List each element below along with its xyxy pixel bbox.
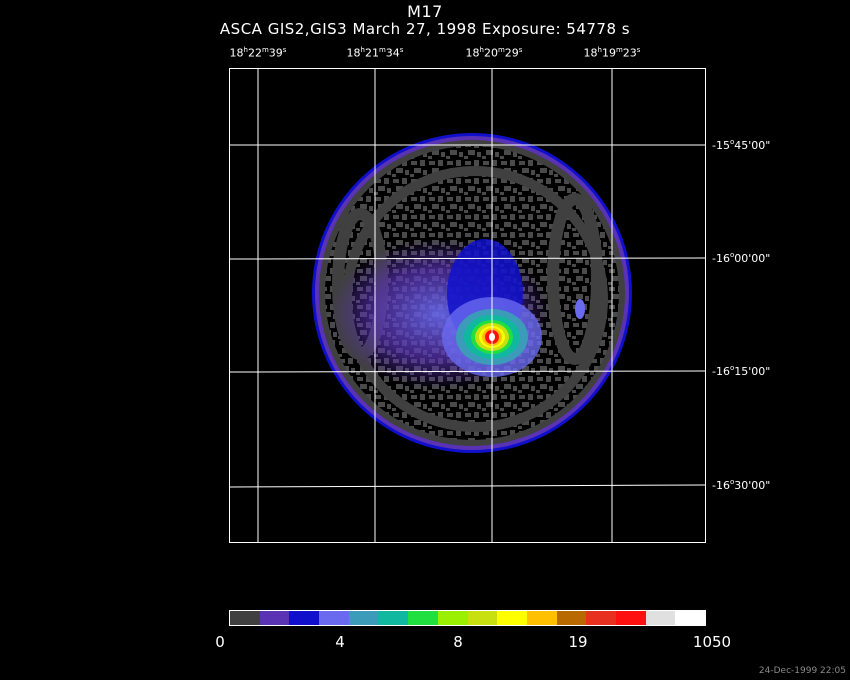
dec-label-3: -16o15'00"	[712, 364, 771, 378]
ra-label-1: 18h22m39s	[229, 46, 287, 60]
colorbar-label-4: 4	[335, 633, 345, 651]
coordinate-grid	[230, 69, 705, 542]
xray-image-panel	[229, 68, 706, 543]
colorbar-segment	[645, 611, 676, 625]
ra-label-4: 18h19m23s	[583, 46, 641, 60]
colorbar-segment	[586, 611, 616, 625]
colorbar-segment	[348, 611, 379, 625]
colorbar-segment	[615, 611, 646, 625]
xray-image	[230, 69, 705, 542]
colorbar-segment	[675, 611, 705, 625]
timestamp: 24-Dec-1999 22:05	[758, 666, 846, 676]
colorbar-segment	[319, 611, 349, 625]
ra-label-2: 18h21m34s	[346, 46, 404, 60]
colorbar-segment	[467, 611, 498, 625]
colorbar-segment	[289, 611, 320, 625]
colorbar-segment	[259, 611, 290, 625]
colorbar-segment	[526, 611, 557, 625]
colorbar-segment	[556, 611, 587, 625]
colorbar-segment	[230, 611, 260, 625]
dec-label-1: -15o45'00"	[712, 138, 771, 152]
colorbar	[229, 610, 706, 626]
image-subtitle: ASCA GIS2,GIS3 March 27, 1998 Exposure: …	[219, 20, 631, 38]
colorbar-segment	[408, 611, 438, 625]
colorbar-label-19: 19	[568, 633, 588, 651]
colorbar-label-1050: 1050	[692, 633, 732, 651]
colorbar-segment	[497, 611, 527, 625]
colorbar-segment	[378, 611, 409, 625]
image-title: M17	[407, 2, 443, 21]
dec-label-2: -16o00'00"	[712, 251, 771, 265]
ra-label-3: 18h20m29s	[465, 46, 523, 60]
dec-label-4: -16o30'00"	[712, 478, 771, 492]
colorbar-label-0: 0	[215, 633, 225, 651]
colorbar-label-8: 8	[453, 633, 463, 651]
colorbar-segment	[437, 611, 468, 625]
